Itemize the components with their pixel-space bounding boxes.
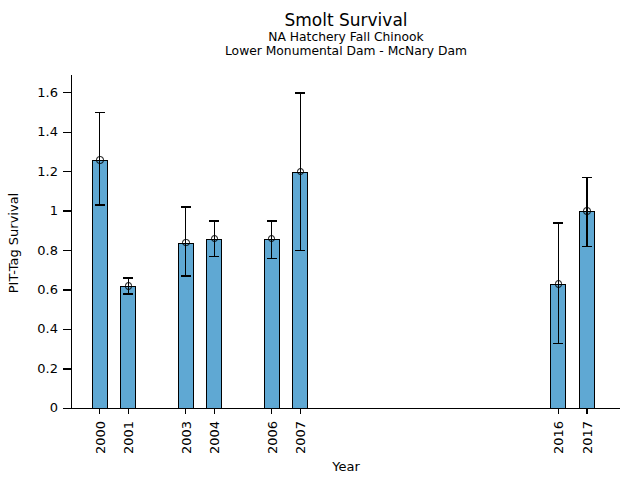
x-tick-label: 2001 (121, 416, 136, 460)
error-cap-top-2007 (295, 92, 305, 94)
x-tick-label: 2006 (264, 416, 279, 460)
error-cap-bottom-2016 (553, 343, 563, 345)
chart-title: Smolt Survival (72, 10, 620, 30)
y-tick-label: 0.8 (13, 243, 58, 259)
x-axis-line (71, 408, 620, 409)
error-cap-top-2003 (181, 206, 191, 208)
x-axis-label: Year (72, 459, 620, 474)
point-marker-2016 (555, 280, 563, 288)
y-tick-label: 0.6 (13, 282, 58, 298)
error-cap-top-2004 (209, 220, 219, 222)
x-tick-mark (185, 409, 186, 414)
error-cap-top-2001 (123, 277, 133, 279)
y-tick-mark (63, 250, 71, 251)
y-tick-mark (63, 329, 71, 330)
bar-2006 (264, 239, 280, 409)
bar-2001 (120, 286, 136, 409)
y-tick-mark (63, 132, 71, 133)
y-tick-mark (63, 368, 71, 369)
error-cap-bottom-2007 (295, 250, 305, 252)
y-tick-label: 1.6 (13, 85, 58, 101)
y-tick-mark (63, 92, 71, 93)
error-cap-bottom-2017 (582, 246, 592, 248)
x-tick-mark (558, 409, 559, 414)
y-tick-label: 1.2 (13, 164, 58, 180)
bar-2004 (206, 239, 222, 409)
error-cap-bottom-2004 (209, 256, 219, 258)
figure: Smolt Survival NA Hatchery Fall Chinook … (0, 0, 640, 480)
point-marker-2000 (96, 156, 104, 164)
y-tick-mark (63, 171, 71, 172)
y-tick-mark (63, 289, 71, 290)
x-tick-mark (586, 409, 587, 414)
point-marker-2003 (182, 239, 190, 247)
error-cap-bottom-2001 (123, 293, 133, 295)
x-tick-mark (128, 409, 129, 414)
x-tick-label: 2000 (92, 416, 107, 460)
error-cap-top-2016 (553, 222, 563, 224)
y-tick-mark (63, 210, 71, 211)
chart-subtitle-species: NA Hatchery Fall Chinook (72, 30, 620, 44)
x-tick-label: 2003 (178, 416, 193, 460)
x-tick-label: 2004 (207, 416, 222, 460)
x-tick-label: 2007 (293, 416, 308, 460)
y-tick-label: 0.4 (13, 321, 58, 337)
point-marker-2001 (125, 282, 133, 290)
y-tick-label: 0 (13, 400, 58, 416)
x-tick-label: 2016 (551, 416, 566, 460)
x-tick-mark (214, 409, 215, 414)
error-cap-bottom-2006 (267, 258, 277, 260)
y-tick-mark (63, 408, 71, 409)
error-cap-top-2017 (582, 177, 592, 179)
point-marker-2017 (583, 207, 591, 215)
y-tick-label: 1 (13, 203, 58, 219)
error-cap-bottom-2000 (95, 204, 105, 206)
x-tick-mark (99, 409, 100, 414)
error-cap-top-2006 (267, 220, 277, 222)
chart-subtitle-reach: Lower Monumental Dam - McNary Dam (72, 44, 620, 58)
error-cap-top-2000 (95, 112, 105, 114)
y-axis-line (71, 75, 72, 409)
error-cap-bottom-2003 (181, 275, 191, 277)
y-tick-label: 0.2 (13, 361, 58, 377)
x-tick-label: 2017 (580, 416, 595, 460)
x-tick-mark (300, 409, 301, 414)
x-tick-mark (271, 409, 272, 414)
y-tick-label: 1.4 (13, 124, 58, 140)
